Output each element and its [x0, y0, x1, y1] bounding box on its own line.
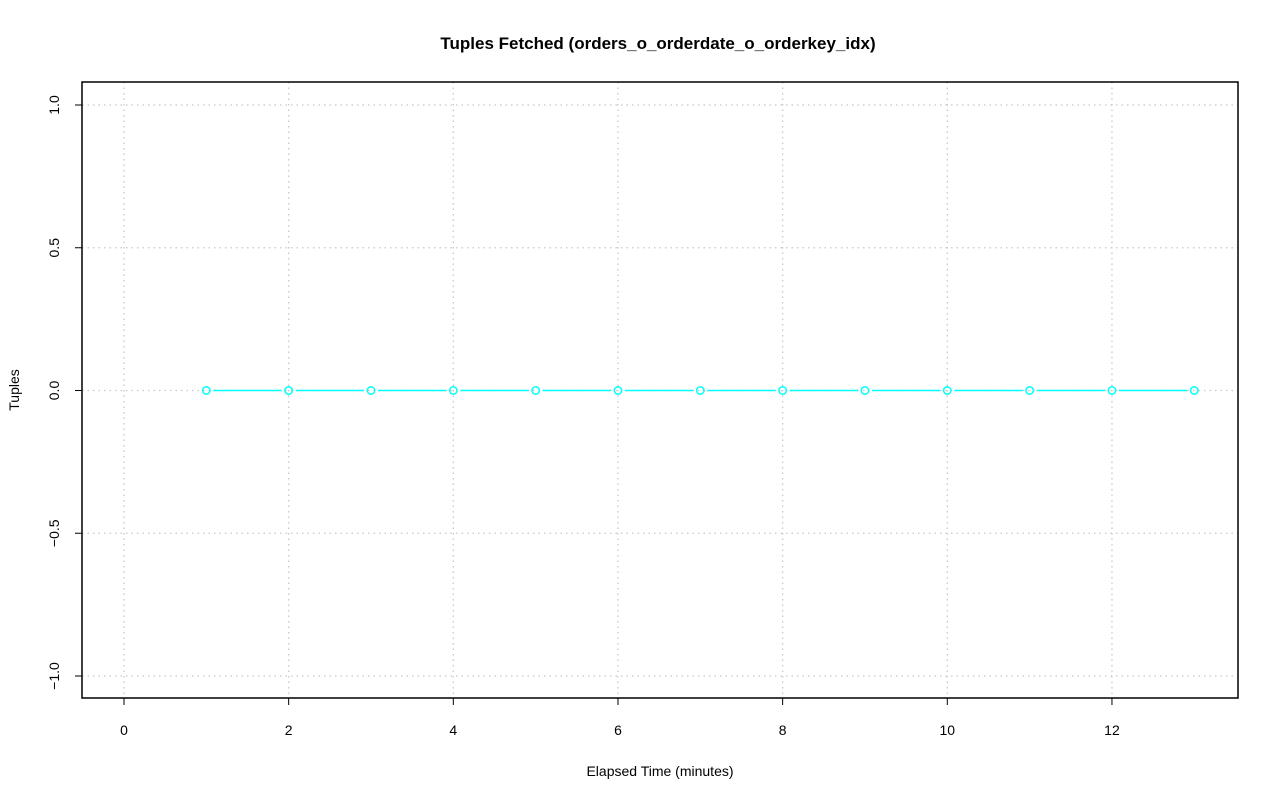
data-point: [284, 386, 294, 395]
x-tick-label: 6: [614, 722, 622, 738]
data-point: [366, 386, 376, 395]
data-point: [1189, 386, 1199, 395]
y-tick-label: 1.0: [46, 95, 62, 115]
x-axis-label: Elapsed Time (minutes): [586, 763, 733, 779]
x-axis: 0 2 4 6 8 10 12: [120, 698, 1120, 738]
data-point: [1107, 386, 1117, 395]
data-point: [860, 386, 870, 395]
x-tick-label: 2: [285, 722, 293, 738]
y-tick-label: −0.5: [46, 519, 62, 547]
data-point: [531, 386, 541, 395]
series: [201, 386, 1199, 395]
data-point: [1025, 386, 1035, 395]
data-point: [448, 386, 458, 395]
data-point: [695, 386, 705, 395]
y-tick-label: 0.5: [46, 238, 62, 258]
y-axis: −1.0 −0.5 0.0 0.5 1.0: [46, 95, 82, 690]
data-point: [613, 386, 623, 395]
x-tick-label: 0: [120, 722, 128, 738]
y-axis-label: Tuples: [6, 369, 22, 411]
x-tick-label: 8: [779, 722, 787, 738]
data-point: [201, 386, 211, 395]
x-tick-label: 12: [1104, 722, 1120, 738]
data-point: [778, 386, 788, 395]
x-tick-label: 10: [940, 722, 956, 738]
y-tick-label: −1.0: [46, 662, 62, 690]
data-point: [942, 386, 952, 395]
x-tick-label: 4: [449, 722, 457, 738]
y-tick-label: 0.0: [46, 381, 62, 401]
chart-title: Tuples Fetched (orders_o_orderdate_o_ord…: [440, 34, 875, 53]
